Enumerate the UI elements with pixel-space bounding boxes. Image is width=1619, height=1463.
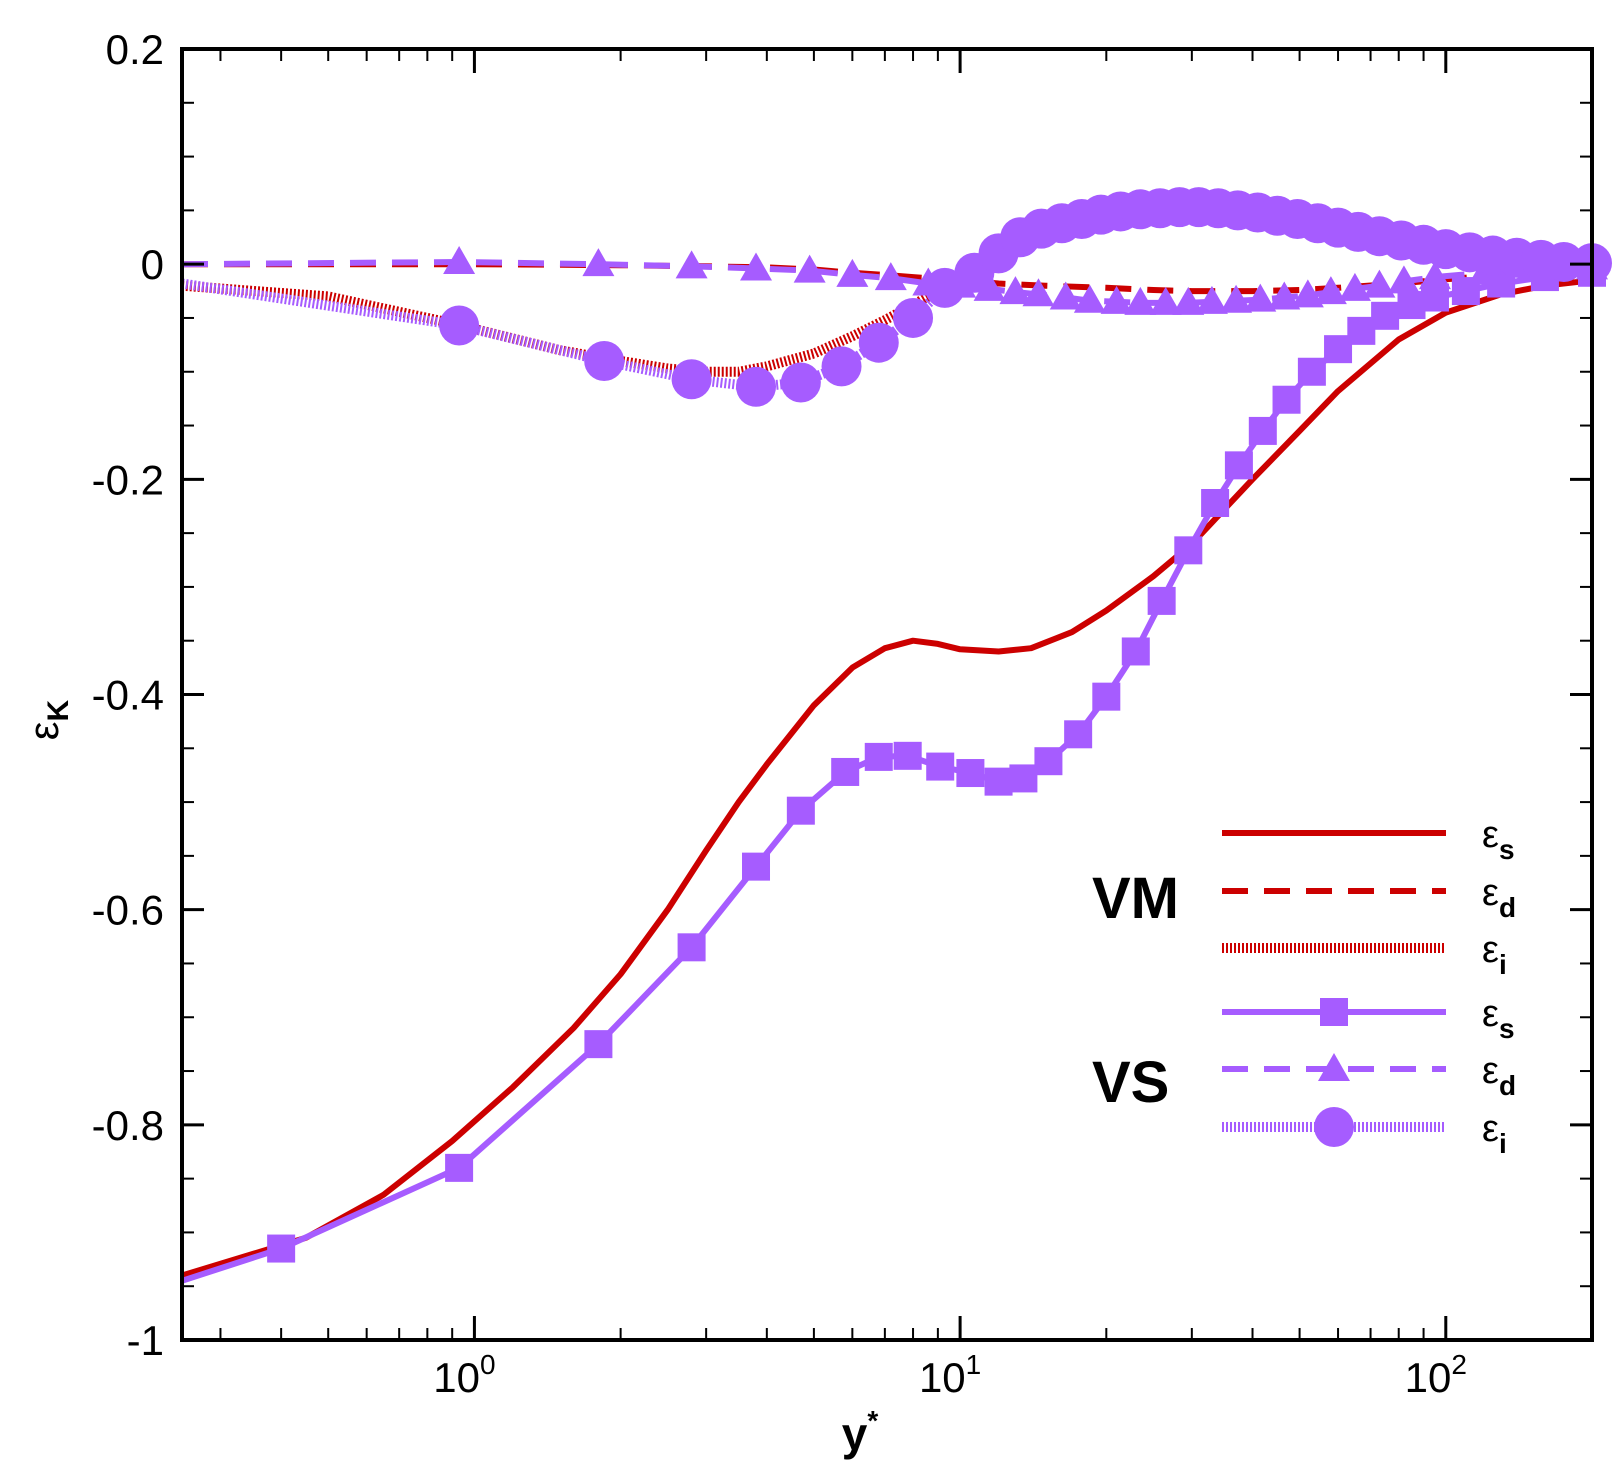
data-point-vs_d xyxy=(1387,265,1420,294)
data-point-vs_d xyxy=(675,250,708,279)
legend: VM VS εs εd εi εs εd εi xyxy=(1092,814,1516,1159)
data-point-vs_d xyxy=(793,254,826,283)
data-point-vs_d xyxy=(582,248,615,277)
data-point-vs_d xyxy=(1338,272,1371,301)
data-point-vs_s xyxy=(1371,301,1400,330)
y-tick-label: -0.4 xyxy=(92,672,164,719)
data-point-vs_s xyxy=(893,741,922,770)
data-point-vs_s xyxy=(677,933,706,962)
legend-group-label-vm: VM xyxy=(1092,866,1179,931)
legend-marker-vs_i xyxy=(1314,1107,1354,1147)
legend-label-vs_i: εi xyxy=(1482,1108,1507,1159)
data-point-vs_s xyxy=(1347,316,1376,345)
data-point-vs_s xyxy=(926,752,955,781)
data-point-vs_d xyxy=(973,272,1006,301)
data-point-vs_s xyxy=(742,852,771,881)
data-point-vs_i xyxy=(671,359,712,400)
data-point-vs_d xyxy=(740,252,773,281)
data-point-vs_s xyxy=(1174,536,1203,565)
y-tick-label: -0.2 xyxy=(92,456,164,503)
data-point-vs_d xyxy=(1100,285,1133,314)
data-point-vs_d xyxy=(1418,261,1451,290)
y-tick-label: -1 xyxy=(127,1317,164,1364)
series-line-vs_s xyxy=(181,269,1593,1284)
data-point-vs_s xyxy=(1064,720,1093,749)
data-point-vs_s xyxy=(984,767,1013,796)
data-point-vs_d xyxy=(1195,285,1228,314)
data-point-vs_i xyxy=(1543,242,1584,283)
legend-label-vs_d: εd xyxy=(1482,1050,1516,1101)
data-point-vs_d xyxy=(874,262,907,291)
y-tick-label: -0.6 xyxy=(92,887,164,934)
data-point-vs_d xyxy=(1049,281,1082,310)
data-point-vs_s xyxy=(1009,764,1038,793)
data-point-vs_s xyxy=(1147,586,1176,615)
data-point-vs_s xyxy=(445,1153,474,1182)
x-tick-label: 102 xyxy=(1405,1349,1467,1401)
data-point-vs_i xyxy=(439,305,480,346)
data-point-vs_i xyxy=(780,362,821,403)
y-tick-label: 0 xyxy=(141,241,164,288)
x-tick-label: 101 xyxy=(919,1349,981,1401)
series-line-vm_s xyxy=(181,277,1593,1279)
data-point-vs_s xyxy=(1121,637,1150,666)
data-point-vs_d xyxy=(836,258,869,287)
data-point-vs_s xyxy=(831,757,860,786)
data-point-vs_d xyxy=(1268,281,1301,310)
data-point-vs_i xyxy=(821,346,862,387)
data-point-vs_d xyxy=(1291,279,1324,308)
data-point-vs_s xyxy=(1272,385,1301,414)
data-point-vs_d xyxy=(1220,284,1253,313)
data-point-vs_d xyxy=(1314,276,1347,305)
legend-label-vm_s: εs xyxy=(1482,814,1515,865)
data-point-vs_s xyxy=(1092,682,1121,711)
x-tick-label: 100 xyxy=(433,1349,495,1401)
data-point-vs_d xyxy=(1149,286,1182,315)
data-point-vs_s xyxy=(1248,416,1277,445)
data-point-vs_d xyxy=(443,246,476,275)
data-point-vs_s xyxy=(864,742,893,771)
legend-label-vm_i: εi xyxy=(1482,929,1507,980)
data-point-vs_s xyxy=(1201,489,1230,518)
data-point-vs_s xyxy=(584,1030,613,1059)
data-point-vs_d xyxy=(1073,284,1106,313)
data-point-vs_d xyxy=(1244,283,1277,312)
y-tick-label: 0.2 xyxy=(106,26,164,73)
data-point-vs_s xyxy=(956,759,985,788)
data-point-vs_s xyxy=(1397,291,1426,320)
y-axis-label: εK xyxy=(20,699,75,740)
data-point-vs_i xyxy=(858,322,899,363)
legend-label-vs_s: εs xyxy=(1482,993,1515,1044)
legend-label-vm_d: εd xyxy=(1482,872,1516,923)
data-point-vs_s xyxy=(1224,451,1253,480)
legend-marker-vs_s xyxy=(1320,998,1348,1026)
data-point-vs_d xyxy=(1172,286,1205,315)
data-point-vs_i xyxy=(584,340,625,381)
data-point-vs_s xyxy=(1034,747,1063,776)
data-point-vs_d xyxy=(999,276,1032,305)
legend-entries: εs εd εi εs εd εi xyxy=(1222,814,1516,1159)
legend-marker-vs_d xyxy=(1318,1053,1350,1081)
ticks-layer: 0.2 0 -0.2 -0.4 -0.6 -0.8 -1 100 101 102 xyxy=(92,26,1593,1401)
y-tick-label: -0.8 xyxy=(92,1102,164,1149)
data-point-vs_d xyxy=(1124,286,1157,315)
data-point-vs_d xyxy=(1022,278,1055,307)
data-point-vs_i xyxy=(736,366,777,407)
data-point-vs_s xyxy=(786,796,815,825)
data-point-vs_s xyxy=(1297,357,1326,386)
legend-group-label-vs: VS xyxy=(1092,1050,1169,1115)
x-axis-label: y* xyxy=(842,1405,879,1460)
data-point-vs_i xyxy=(924,267,965,308)
data-point-vs_s xyxy=(267,1234,296,1263)
data-point-vs_i xyxy=(893,297,934,338)
data-point-vs_d xyxy=(1363,269,1396,298)
series-layer xyxy=(181,187,1612,1284)
